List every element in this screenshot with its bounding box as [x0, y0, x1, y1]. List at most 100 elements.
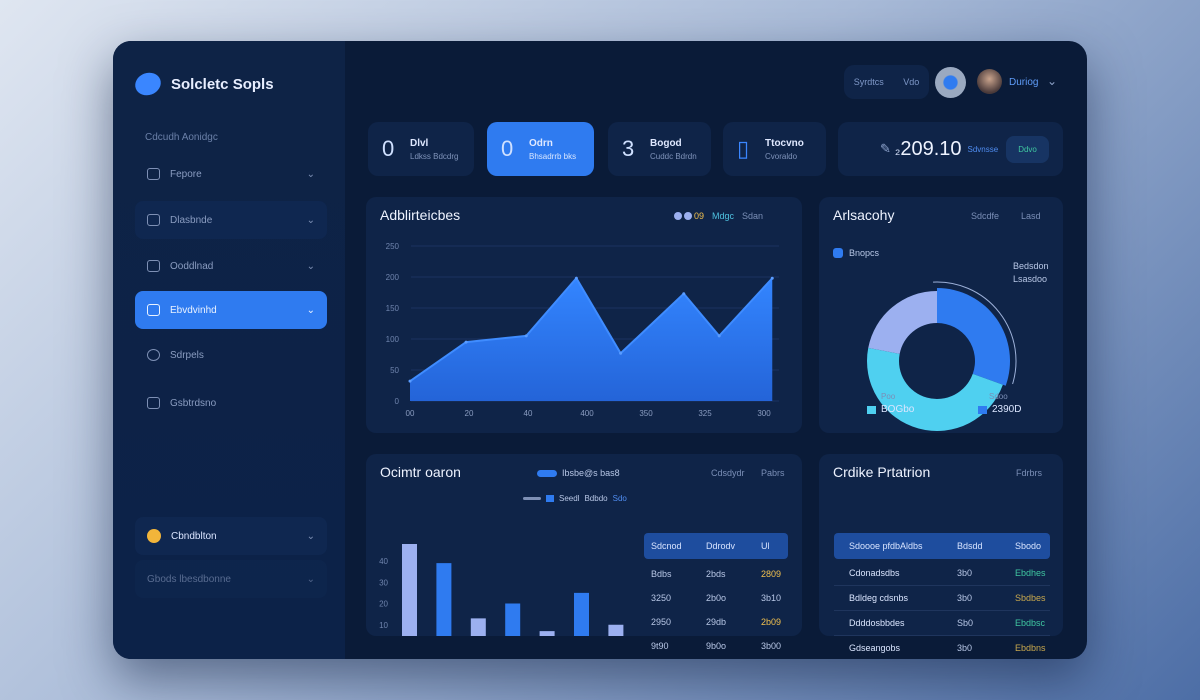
balance-prefix: ₂	[894, 141, 901, 157]
column-header[interactable]: Bdsdd	[957, 541, 983, 551]
table-cell: Sbdbes	[1015, 593, 1046, 603]
legend-label[interactable]: Sdan	[742, 211, 764, 221]
table-cell: Ddddosbbdes	[849, 618, 905, 628]
column-header[interactable]: Sdcnod	[651, 541, 682, 551]
table-cell: 3b00	[761, 641, 782, 651]
table-row: 9t90 9b0o 3b00	[644, 638, 788, 654]
chart-legend: 09 Mdgc Sdan	[674, 211, 763, 221]
donut-slice[interactable]	[937, 288, 1010, 386]
panel-link[interactable]: Cdsdydr	[711, 468, 745, 478]
balance-button[interactable]: Ddvo	[1006, 135, 1049, 163]
sidebar-item-label: Sdrpels	[170, 349, 204, 361]
stat-card-2[interactable]: 3 Bogod Cuddc Bdrdn	[608, 122, 711, 176]
coin-icon	[147, 529, 161, 543]
data-point	[770, 276, 774, 280]
edit-icon[interactable]: ✎	[880, 141, 891, 156]
stat-title: Ttocvno	[765, 137, 804, 149]
chevron-down-icon: ⌄	[306, 168, 315, 180]
balance-card: ✎ ₂ 209.10 Sdvnsse Ddvo	[838, 122, 1063, 176]
table-row: 3250 2b0o 3b10	[644, 590, 788, 606]
sidebar-item-5[interactable]: Gsbtrdsno	[135, 384, 327, 422]
panel-title: Crdike Prtatrion	[833, 464, 931, 480]
column-header[interactable]: Ul	[761, 541, 770, 551]
stat-subtitle: Cvoraldo	[765, 151, 798, 161]
sidebar-item-1[interactable]: Dlasbnde ⌄	[135, 201, 327, 239]
sidebar-item-2[interactable]: Ooddlnad ⌄	[135, 247, 327, 285]
donut-chart-panel: Arlsacohy Sdcdfe Lasd Bnopcs Bedsdon Lsa…	[819, 197, 1063, 433]
y-tick-label: 250	[386, 242, 400, 251]
sidebar-bottom-item-0[interactable]: Cbndblton ⌄	[135, 517, 327, 555]
bar[interactable]	[608, 624, 624, 636]
sidebar-section-label: Cdcudh Aonidgc	[145, 132, 218, 143]
area-chart: 0 50 100 150 200 250 00 20 40 400 350 325 300	[386, 242, 779, 418]
chevron-down-icon[interactable]: ⌄	[1047, 74, 1058, 88]
stat-card-1[interactable]: 0 Odrn Bhsadrrb bks	[487, 122, 594, 176]
panel-link[interactable]: Sdcdfe	[971, 211, 1000, 221]
stat-subtitle: Ldkss Bdcdrg	[410, 151, 459, 161]
sidebar-item-3[interactable]: Ebvdvinhd ⌄	[135, 291, 327, 329]
donut-slice[interactable]	[868, 291, 937, 354]
sidebar-bottom-item-1[interactable]: Gbods lbesdbonne ⌄	[135, 560, 327, 598]
data-point	[717, 334, 721, 338]
panel-link[interactable]: Lasd	[1021, 211, 1041, 221]
stat-subtitle: Bhsadrrb bks	[529, 151, 577, 161]
table-row[interactable]: Cdonadsdbs 3b0 Ebdhes	[834, 561, 1050, 586]
header-search[interactable]: Syrdtcs Vdo	[844, 65, 929, 99]
donut-chart	[867, 281, 1017, 431]
y-tick-label: 40	[379, 557, 388, 566]
legend-label[interactable]: Mdgc	[712, 211, 735, 221]
sidebar-item-4[interactable]: Sdrpels	[135, 336, 327, 374]
notification-avatar[interactable]	[935, 67, 966, 98]
sidebar-bottom-label: Gbods lbesdbonne	[147, 573, 231, 585]
table-cell: 2950	[651, 617, 672, 627]
table-cell: 9b0o	[706, 641, 727, 651]
panel-link[interactable]: Fdrbrs	[1016, 468, 1043, 478]
chevron-down-icon: ⌄	[306, 530, 315, 542]
donut-slice[interactable]	[867, 347, 1003, 431]
right-table-header: Sdoooe pfdbAldbs Bdsdd Sbodo	[834, 533, 1050, 559]
sidebar-item-0[interactable]: Fepore ⌄	[135, 155, 327, 193]
header-search-label: Syrdtcs	[853, 77, 884, 87]
bar[interactable]	[505, 603, 521, 637]
bar-legend: Ibsbe@s bas8	[537, 468, 620, 478]
legend-swatch	[978, 405, 987, 414]
column-header[interactable]: Ddrodv	[706, 541, 736, 551]
chevron-down-icon: ⌄	[306, 573, 315, 585]
chevron-down-icon: ⌄	[306, 304, 315, 316]
legend-label: 09	[694, 211, 705, 221]
circle-icon	[147, 349, 160, 361]
y-tick-label: 20	[379, 600, 388, 609]
legend-label: Bdbdo	[584, 494, 608, 503]
donut-bottom-legend: BOGbo	[867, 404, 914, 415]
area-line	[409, 276, 773, 382]
stat-subtitle: Cuddc Bdrdn	[650, 151, 697, 161]
donut-bottom-legend: 2390D	[978, 404, 1021, 415]
legend-label: Bnopcs	[849, 248, 880, 258]
table-cell: Sb0	[957, 618, 974, 628]
bar[interactable]	[436, 563, 452, 636]
table-row[interactable]: Ddddosbbdes Sb0 Ebdbsc	[834, 611, 1050, 636]
data-point	[619, 351, 623, 355]
sidebar-bottom-label: Cbndblton	[171, 530, 217, 542]
user-name[interactable]: Duriog	[1009, 77, 1039, 88]
column-header[interactable]: Sbodo	[1015, 541, 1042, 551]
table-cell: 2809	[761, 569, 782, 579]
table-cell: 2b09	[761, 617, 782, 627]
bar[interactable]	[402, 544, 417, 636]
table-row[interactable]: Bdldeg cdsnbs 3b0 Sbdbes	[834, 586, 1050, 611]
bar[interactable]	[539, 631, 555, 636]
document-icon	[147, 304, 160, 316]
legend-label: Sdo	[612, 494, 627, 503]
bar[interactable]	[470, 618, 486, 636]
stat-card-0[interactable]: 0 Dlvl Ldkss Bdcdrg	[368, 122, 474, 176]
table-row[interactable]: Gdseangobs 3b0 Ebdbns	[834, 636, 1050, 659]
panel-link[interactable]: Pabrs	[761, 468, 785, 478]
table-row: 2950 29db 2b09	[644, 614, 788, 630]
table-cell: Gdseangobs	[849, 643, 901, 653]
stat-title: Bogod	[650, 137, 682, 149]
stat-card-3[interactable]: ▯ Ttocvno Cvoraldo	[723, 122, 826, 176]
panel-title: Ocimtr oaron	[380, 464, 461, 480]
avatar[interactable]	[977, 69, 1002, 94]
column-header[interactable]: Sdoooe pfdbAldbs	[849, 541, 923, 551]
bar[interactable]	[574, 592, 589, 636]
